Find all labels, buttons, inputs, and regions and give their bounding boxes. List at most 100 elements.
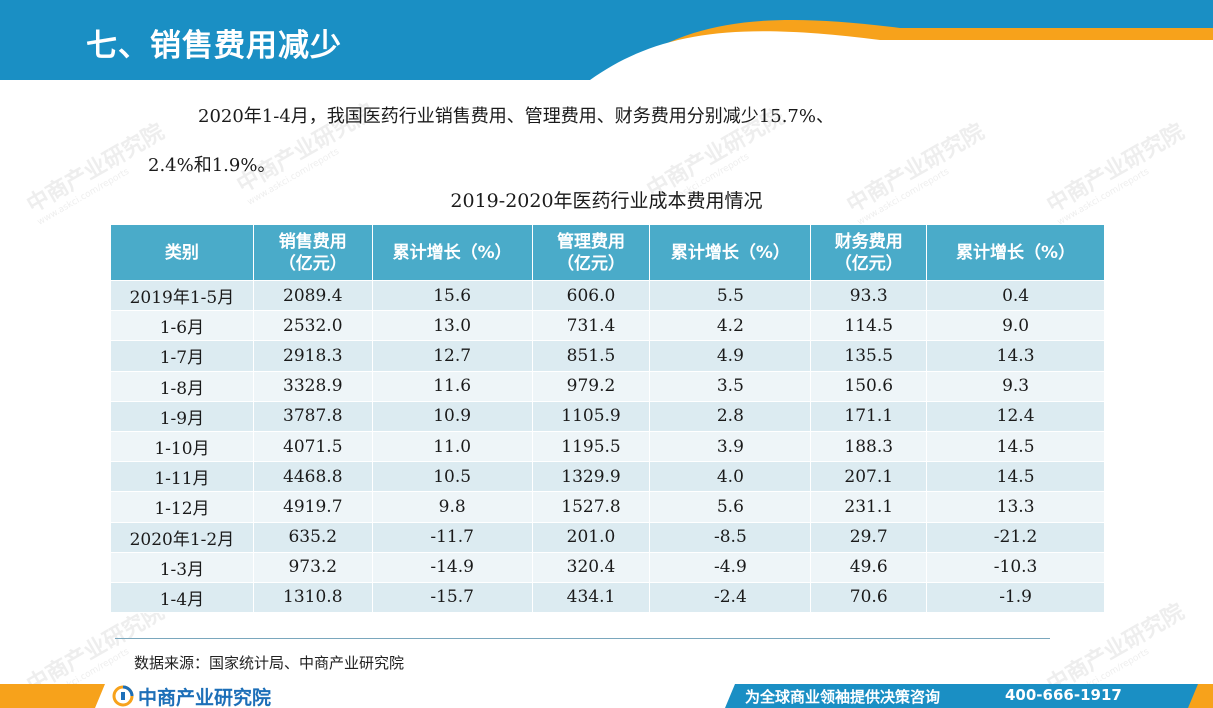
table-cell: 4919.7: [252, 491, 373, 523]
table-cell: 2089.4: [252, 279, 373, 312]
table-cell: 1105.9: [531, 400, 651, 432]
table-cell: 1-9月: [110, 400, 254, 432]
intro-paragraph: 2020年1-4月，我国医药行业销售费用、管理费用、财务费用分别减少15.7%、…: [148, 92, 1078, 190]
table-cell: 4468.8: [252, 461, 373, 493]
table-cell: 70.6: [810, 581, 928, 614]
table-row: 1-4月 1310.8 -15.7 434.1 -2.4 70.6 -1.9: [110, 581, 1105, 614]
table-cell: 171.1: [810, 400, 928, 432]
logo-icon: [112, 685, 134, 707]
table-cell: 4.2: [649, 310, 812, 342]
table-cell: 10.5: [371, 461, 533, 493]
table-cell: 2019年1-5月: [110, 279, 254, 312]
table-cell: 731.4: [531, 310, 651, 342]
table-cell: 14.3: [926, 340, 1105, 372]
table-cell: 1-8月: [110, 370, 254, 402]
table-cell: 1-6月: [110, 310, 254, 342]
cost-expense-table: 类别 销售费用 （亿元） 累计增长（%） 管理费用 （亿元） 累计增长（%） 财务费…: [110, 224, 1105, 614]
table-cell: -15.7: [371, 581, 533, 614]
table-cell: 3787.8: [252, 400, 373, 432]
table-cell: 13.3: [926, 491, 1105, 523]
intro-line-2: 2.4%和1.9%。: [148, 155, 276, 176]
table-cell: 207.1: [810, 461, 928, 493]
table-row: 1-7月 2918.3 12.7 851.5 4.9 135.5 14.3: [110, 340, 1105, 372]
col-header-sales-expense: 销售费用 （亿元）: [252, 224, 373, 281]
table-cell: -4.9: [649, 551, 812, 583]
table-cell: -11.7: [371, 521, 533, 553]
table-cell: 9.3: [926, 370, 1105, 402]
table-cell: -14.9: [371, 551, 533, 583]
table-cell: 188.3: [810, 430, 928, 463]
table-cell: 1527.8: [531, 491, 651, 523]
table-cell: 1-10月: [110, 430, 254, 463]
table-cell: 320.4: [531, 551, 651, 583]
col-header-finance-growth: 累计增长（%）: [926, 224, 1105, 281]
header-banner: 七、销售费用减少: [0, 0, 1213, 80]
table-cell: 1-11月: [110, 461, 254, 493]
table-row: 2019年1-5月 2089.4 15.6 606.0 5.5 93.3 0.4: [110, 279, 1105, 312]
table-body: 2019年1-5月 2089.4 15.6 606.0 5.5 93.3 0.4 1-6月 25…: [110, 279, 1105, 614]
table-cell: 49.6: [810, 551, 928, 583]
table-cell: 12.4: [926, 400, 1105, 432]
table-cell: 973.2: [252, 551, 373, 583]
table-cell: 5.6: [649, 491, 812, 523]
header-background: [0, 0, 1213, 80]
table-cell: 1-3月: [110, 551, 254, 583]
table-cell: 1-4月: [110, 581, 254, 614]
table-cell: 11.0: [371, 430, 533, 463]
footer-slogan: 为全球商业领袖提供决策咨询: [745, 688, 941, 706]
table-cell: -8.5: [649, 521, 812, 553]
table-cell: 4.9: [649, 340, 812, 372]
table-cell: 1310.8: [252, 581, 373, 614]
table-row: 1-6月 2532.0 13.0 731.4 4.2 114.5 9.0: [110, 310, 1105, 342]
table-cell: 0.4: [926, 279, 1105, 312]
table-cell: 3328.9: [252, 370, 373, 402]
table-header-row: 类别 销售费用 （亿元） 累计增长（%） 管理费用 （亿元） 累计增长（%） 财务费…: [110, 224, 1105, 281]
table-cell: 9.8: [371, 491, 533, 523]
table-row: 1-9月 3787.8 10.9 1105.9 2.8 171.1 12.4: [110, 400, 1105, 432]
table-row: 1-8月 3328.9 11.6 979.2 3.5 150.6 9.3: [110, 370, 1105, 402]
table-cell: 1-12月: [110, 491, 254, 523]
col-header-sales-growth: 累计增长（%）: [371, 224, 533, 281]
table-cell: 12.7: [371, 340, 533, 372]
table-row: 1-10月 4071.5 11.0 1195.5 3.9 188.3 14.5: [110, 430, 1105, 463]
table-row: 2020年1-2月 635.2 -11.7 201.0 -8.5 29.7 -21.2: [110, 521, 1105, 553]
table-cell: 2.8: [649, 400, 812, 432]
table-cell: -2.4: [649, 581, 812, 614]
table-cell: 11.6: [371, 370, 533, 402]
table-cell: 2918.3: [252, 340, 373, 372]
table-cell: 14.5: [926, 430, 1105, 463]
table-cell: -21.2: [926, 521, 1105, 553]
table-cell: 5.5: [649, 279, 812, 312]
data-source-note: 数据来源：国家统计局、中商产业研究院: [134, 654, 405, 672]
table-row: 1-11月 4468.8 10.5 1329.9 4.0 207.1 14.5: [110, 461, 1105, 493]
footer-bar: [0, 684, 1213, 708]
col-header-finance-expense: 财务费用 （亿元）: [810, 224, 928, 281]
table-cell: 10.9: [371, 400, 533, 432]
logo-text: 中商产业研究院: [138, 686, 272, 708]
table-cell: 3.9: [649, 430, 812, 463]
table-cell: 114.5: [810, 310, 928, 342]
table-cell: 3.5: [649, 370, 812, 402]
table-cell: -10.3: [926, 551, 1105, 583]
table-row: 1-12月 4919.7 9.8 1527.8 5.6 231.1 13.3: [110, 491, 1105, 523]
table-cell: 635.2: [252, 521, 373, 553]
table-title: 2019-2020年医药行业成本费用情况: [450, 190, 763, 212]
table-cell: 606.0: [531, 279, 651, 312]
col-header-admin-expense: 管理费用 （亿元）: [531, 224, 651, 281]
table-row: 1-3月 973.2 -14.9 320.4 -4.9 49.6 -10.3: [110, 551, 1105, 583]
page-title: 七、销售费用减少: [86, 28, 342, 64]
table-cell: 13.0: [371, 310, 533, 342]
table-cell: 2532.0: [252, 310, 373, 342]
col-header-category: 类别: [110, 224, 254, 281]
table-cell: 434.1: [531, 581, 651, 614]
table-cell: 9.0: [926, 310, 1105, 342]
table-cell: 231.1: [810, 491, 928, 523]
table-cell: 15.6: [371, 279, 533, 312]
table-cell: 1-7月: [110, 340, 254, 372]
table-cell: 4071.5: [252, 430, 373, 463]
table-cell: 979.2: [531, 370, 651, 402]
company-logo: 中商产业研究院: [112, 684, 271, 708]
table-cell: 2020年1-2月: [110, 521, 254, 553]
table-cell: -1.9: [926, 581, 1105, 614]
table-cell: 4.0: [649, 461, 812, 493]
